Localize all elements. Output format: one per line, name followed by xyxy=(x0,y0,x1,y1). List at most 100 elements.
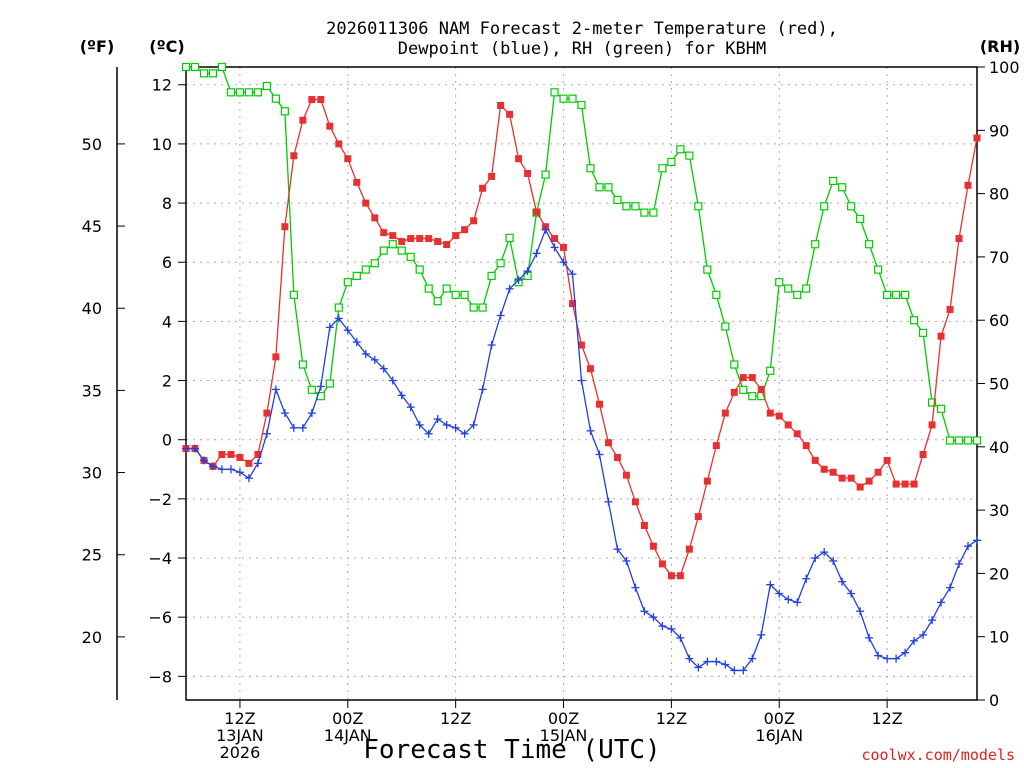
temperature-point xyxy=(847,474,855,482)
rh-point xyxy=(217,62,227,72)
temperature-point xyxy=(506,110,514,118)
dewpoint-point xyxy=(640,607,649,616)
dewpoint-point xyxy=(442,420,451,429)
rh-point xyxy=(487,271,496,280)
rh-point xyxy=(541,170,550,179)
dewpoint-point xyxy=(613,545,622,554)
temperature-point xyxy=(829,468,837,476)
dewpoint-point xyxy=(595,450,604,459)
temperature-point xyxy=(407,235,415,243)
rh-point xyxy=(208,69,218,78)
rh-point xyxy=(397,246,406,255)
celsius-axis-unit: (ºC) xyxy=(149,37,184,56)
rh-point xyxy=(829,176,838,186)
dewpoint-point xyxy=(793,598,802,607)
temperature-point xyxy=(739,374,747,382)
x-tick-label: 16JAN xyxy=(755,726,803,745)
temperature-point xyxy=(452,232,460,240)
rh-point xyxy=(559,94,568,103)
rh-point xyxy=(892,290,901,299)
rh-point xyxy=(451,290,460,299)
temperature-point xyxy=(236,453,244,461)
temperature-point xyxy=(425,235,433,243)
dewpoint-point xyxy=(343,326,352,335)
rh-point xyxy=(865,240,874,249)
dewpoint-point xyxy=(334,314,343,323)
rh-point xyxy=(307,385,316,394)
temperature-point xyxy=(326,122,334,130)
rh-point xyxy=(460,290,469,299)
dewpoint-point xyxy=(262,429,271,438)
rh-tick-label: 40 xyxy=(989,438,1009,457)
temperature-point xyxy=(389,232,397,240)
rh-point xyxy=(694,202,703,211)
temperature-point xyxy=(865,477,873,485)
temperature-point xyxy=(874,468,882,476)
dewpoint-point xyxy=(766,580,775,589)
rh-tick-label: 50 xyxy=(989,375,1009,394)
temperature-point xyxy=(218,450,226,458)
dewpoint-point xyxy=(901,648,910,657)
temperature-point xyxy=(901,480,909,488)
temperature-point xyxy=(416,235,424,243)
dewpoint-point xyxy=(496,311,505,320)
dewpoint-point xyxy=(469,420,478,429)
dewpoint-point xyxy=(379,364,388,373)
dewpoint-point xyxy=(676,633,685,642)
temperature-point xyxy=(919,450,927,458)
dewpoint-point xyxy=(190,444,199,453)
rh-axis-unit: (RH) xyxy=(980,37,1020,56)
celsius-tick-label: −6 xyxy=(148,608,172,627)
celsius-tick-label: 6 xyxy=(162,253,172,272)
temperature-point xyxy=(497,101,505,109)
x-tick-label: 2026 xyxy=(220,743,261,762)
rh-tick-label: 90 xyxy=(989,121,1009,140)
rh-point xyxy=(909,316,919,325)
dewpoint-point xyxy=(946,583,955,592)
rh-point xyxy=(883,290,892,299)
temperature-point xyxy=(560,243,568,251)
dewpoint-point xyxy=(514,275,523,284)
rh-point xyxy=(631,202,640,211)
temperature-point xyxy=(434,238,442,246)
dewpoint-point xyxy=(622,556,631,565)
rh-point xyxy=(703,265,712,274)
rh-point xyxy=(739,385,748,394)
rh-point xyxy=(505,233,514,243)
temperature-point xyxy=(838,474,846,482)
dewpoint-point xyxy=(649,613,658,622)
rh-point xyxy=(433,297,442,306)
rh-tick-label: 30 xyxy=(989,501,1009,520)
dewpoint-point xyxy=(964,542,973,551)
dewpoint-point xyxy=(721,660,730,669)
dewpoint-point xyxy=(388,376,397,385)
rh-point xyxy=(775,278,784,287)
dewpoint-point xyxy=(199,456,208,465)
rh-point xyxy=(334,303,343,312)
dewpoint-point xyxy=(244,474,253,483)
dewpoint-point xyxy=(316,382,325,391)
rh-point xyxy=(900,290,910,299)
dewpoint-point xyxy=(280,409,289,418)
dewpoint-point xyxy=(919,630,928,639)
fahrenheit-tick-label: 20 xyxy=(82,628,102,647)
rh-point xyxy=(820,202,829,211)
temperature-point xyxy=(676,572,684,580)
temperature-point xyxy=(353,178,361,186)
dewpoint-point xyxy=(478,385,487,394)
celsius-tick-label: 2 xyxy=(162,372,172,391)
dewpoint-point xyxy=(217,465,226,474)
temperature-point xyxy=(856,483,864,491)
temperature-point xyxy=(569,300,577,308)
data-series xyxy=(181,62,982,675)
temperature-point xyxy=(748,374,756,382)
temperature-point xyxy=(470,217,478,225)
dewpoint-point xyxy=(784,595,793,604)
rh-point xyxy=(936,404,946,413)
dewpoint-point xyxy=(694,663,703,672)
x-tick-label: 12Z xyxy=(440,709,471,728)
dewpoint-point xyxy=(604,497,613,506)
temperature-point xyxy=(694,513,702,521)
rh-point xyxy=(379,246,388,255)
